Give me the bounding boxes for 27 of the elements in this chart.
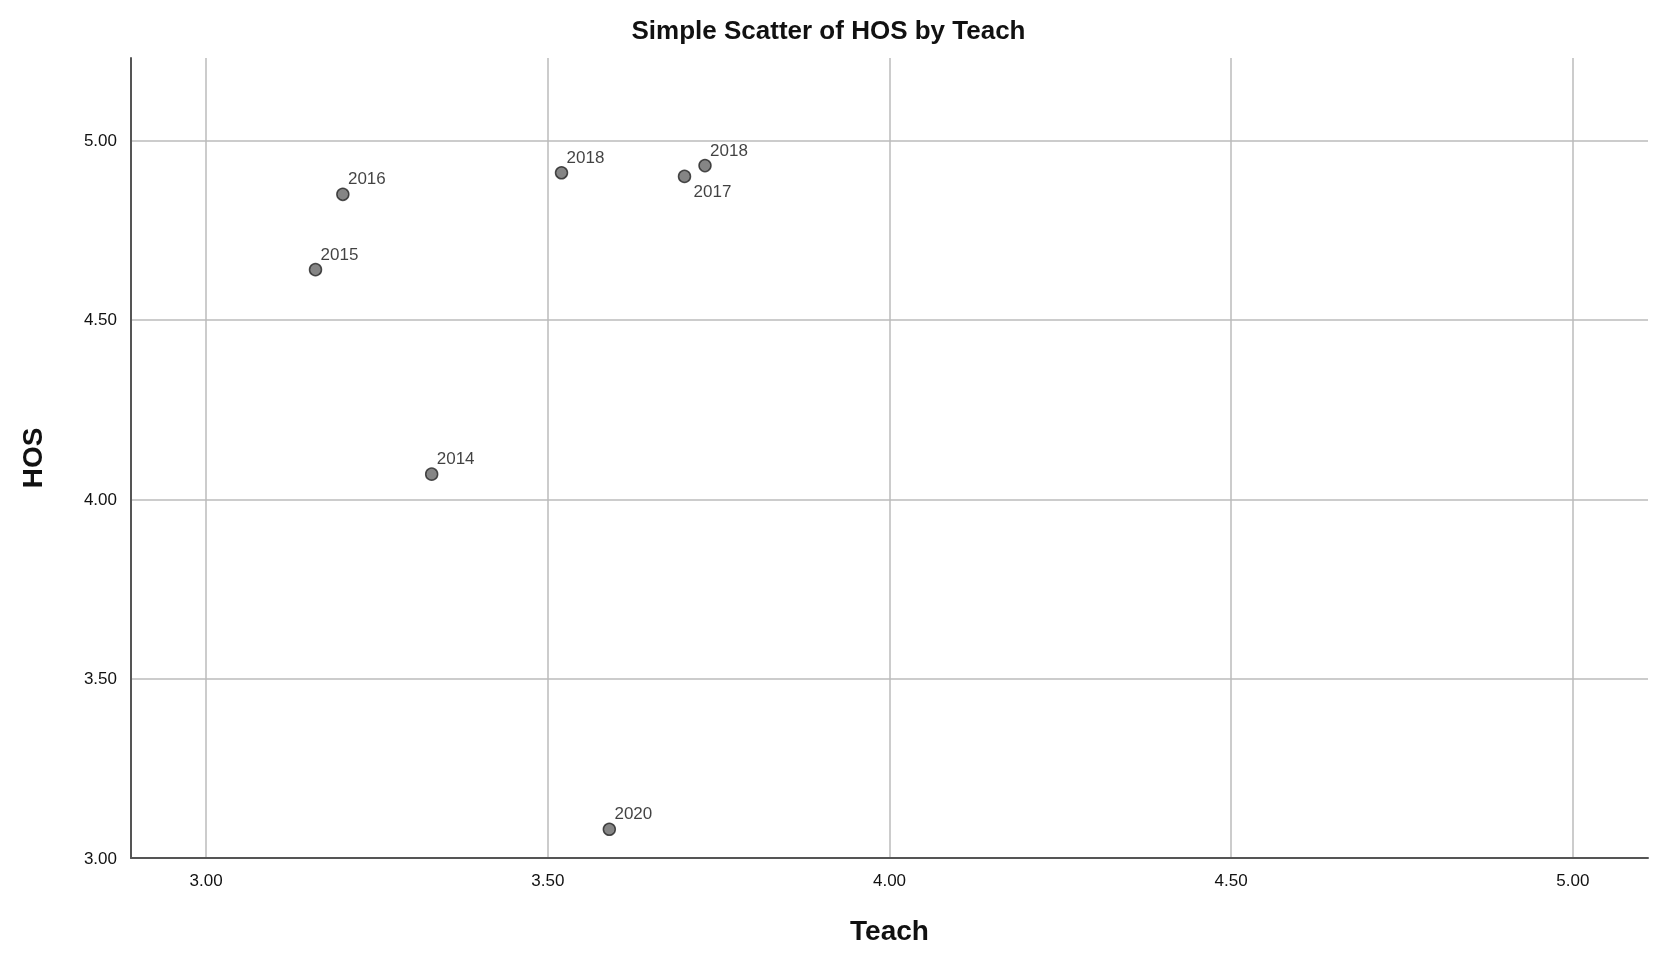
x-tick-label: 3.00 (189, 871, 223, 890)
annotation: 2020 (614, 804, 653, 824)
y-tick-label: 4.00 (83, 489, 117, 509)
annotation: 2017 (693, 182, 732, 202)
point (698, 158, 712, 173)
annotation: 2015 (320, 244, 359, 264)
y-tick-label: 3.00 (83, 848, 117, 868)
x-tick-label: 4.00 (872, 871, 907, 890)
point (336, 187, 350, 202)
y-tick-label: 3.50 (83, 669, 117, 689)
x-tick-label: 4.50 (1214, 871, 1248, 890)
point (308, 262, 323, 277)
point (424, 467, 439, 481)
point (602, 822, 617, 837)
annotation: 2018 (710, 140, 748, 160)
x-tick-label: 3.50 (531, 871, 565, 890)
chart-title: Simple Scatter of HOS by Teach (631, 15, 1026, 45)
annotation: 2016 (347, 169, 386, 189)
point (677, 169, 692, 184)
point (554, 166, 569, 180)
y-axis-title: HOS (16, 427, 48, 489)
y-tick-label: 4.50 (83, 310, 117, 330)
annotation: 2014 (436, 449, 475, 469)
annotation: 2018 (566, 147, 605, 167)
x-axis-title: Teach (850, 914, 929, 946)
x-tick-label: 5.00 (1556, 871, 1590, 890)
y-tick-label: 5.00 (83, 131, 117, 151)
